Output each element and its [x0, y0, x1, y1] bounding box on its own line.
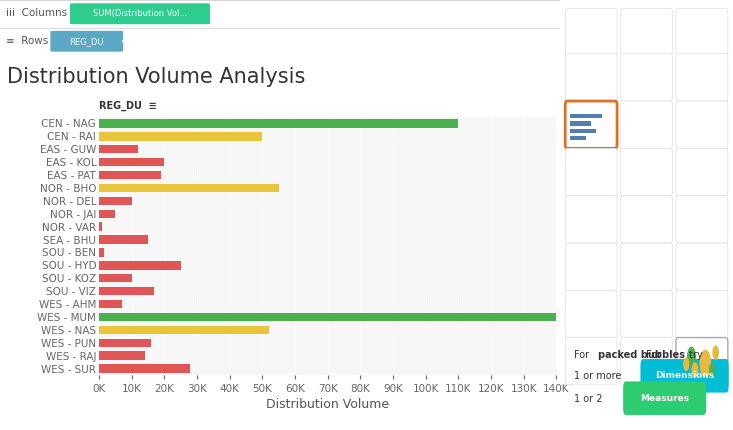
FancyBboxPatch shape [621, 101, 672, 148]
Bar [99, 248, 104, 257]
Circle shape [692, 363, 698, 377]
Circle shape [684, 358, 689, 370]
FancyBboxPatch shape [623, 381, 706, 415]
FancyBboxPatch shape [565, 290, 617, 338]
Text: For: For [574, 350, 592, 360]
Text: Distribution Volume Analysis: Distribution Volume Analysis [7, 67, 306, 87]
FancyBboxPatch shape [676, 196, 728, 243]
Bar [99, 119, 458, 128]
FancyBboxPatch shape [676, 290, 728, 338]
FancyBboxPatch shape [676, 9, 728, 56]
Text: ≡: ≡ [120, 37, 128, 46]
Text: iii  Columns: iii Columns [6, 8, 67, 18]
Bar [570, 129, 597, 133]
Text: packed bubbles: packed bubbles [598, 350, 685, 360]
X-axis label: Distribution Volume: Distribution Volume [266, 398, 389, 411]
Text: SUM(Distribution Vol...: SUM(Distribution Vol... [93, 9, 187, 18]
Bar [99, 197, 132, 205]
Bar [99, 145, 138, 154]
FancyBboxPatch shape [565, 243, 617, 290]
Text: REG_DU: REG_DU [70, 37, 104, 46]
FancyBboxPatch shape [676, 338, 728, 385]
Bar [570, 121, 591, 126]
Text: For: For [647, 350, 665, 360]
FancyBboxPatch shape [565, 196, 617, 243]
FancyBboxPatch shape [621, 148, 672, 196]
Bar [99, 351, 144, 360]
FancyBboxPatch shape [621, 338, 672, 385]
Text: Measures: Measures [640, 394, 689, 402]
Text: For: For [647, 350, 665, 360]
Bar [99, 209, 115, 218]
FancyBboxPatch shape [621, 54, 672, 101]
FancyBboxPatch shape [621, 243, 672, 290]
Text: ≡  Rows: ≡ Rows [6, 36, 48, 46]
FancyBboxPatch shape [51, 31, 123, 52]
Text: 1 or more: 1 or more [574, 371, 621, 381]
Circle shape [688, 347, 696, 366]
Circle shape [700, 350, 710, 376]
FancyBboxPatch shape [565, 148, 617, 196]
Bar [99, 235, 148, 244]
Text: REG_DU  ≡: REG_DU ≡ [99, 100, 157, 111]
Text: try: try [686, 350, 703, 360]
FancyBboxPatch shape [641, 359, 729, 393]
Bar [570, 136, 586, 140]
FancyBboxPatch shape [621, 290, 672, 338]
Bar [99, 364, 191, 373]
FancyBboxPatch shape [565, 9, 617, 56]
Bar [99, 261, 180, 270]
Bar [99, 132, 262, 141]
Bar [99, 222, 102, 231]
Bar [99, 287, 155, 295]
Circle shape [713, 346, 718, 359]
Bar [99, 313, 556, 321]
FancyBboxPatch shape [621, 9, 672, 56]
Bar [99, 171, 161, 179]
FancyBboxPatch shape [565, 101, 617, 148]
Bar [99, 338, 151, 347]
FancyBboxPatch shape [676, 338, 728, 385]
Bar [99, 184, 279, 192]
FancyBboxPatch shape [676, 243, 728, 290]
Bar [99, 158, 164, 166]
Bar [570, 114, 602, 118]
FancyBboxPatch shape [70, 3, 210, 24]
FancyBboxPatch shape [565, 54, 617, 101]
Bar [99, 326, 269, 334]
FancyBboxPatch shape [676, 54, 728, 101]
FancyBboxPatch shape [676, 101, 728, 148]
Bar [99, 300, 122, 308]
Text: Dimensions: Dimensions [655, 372, 714, 380]
FancyBboxPatch shape [676, 148, 728, 196]
FancyBboxPatch shape [621, 196, 672, 243]
FancyBboxPatch shape [565, 338, 617, 385]
Circle shape [710, 364, 715, 376]
Bar [99, 274, 132, 283]
Text: 1 or 2: 1 or 2 [574, 393, 603, 404]
